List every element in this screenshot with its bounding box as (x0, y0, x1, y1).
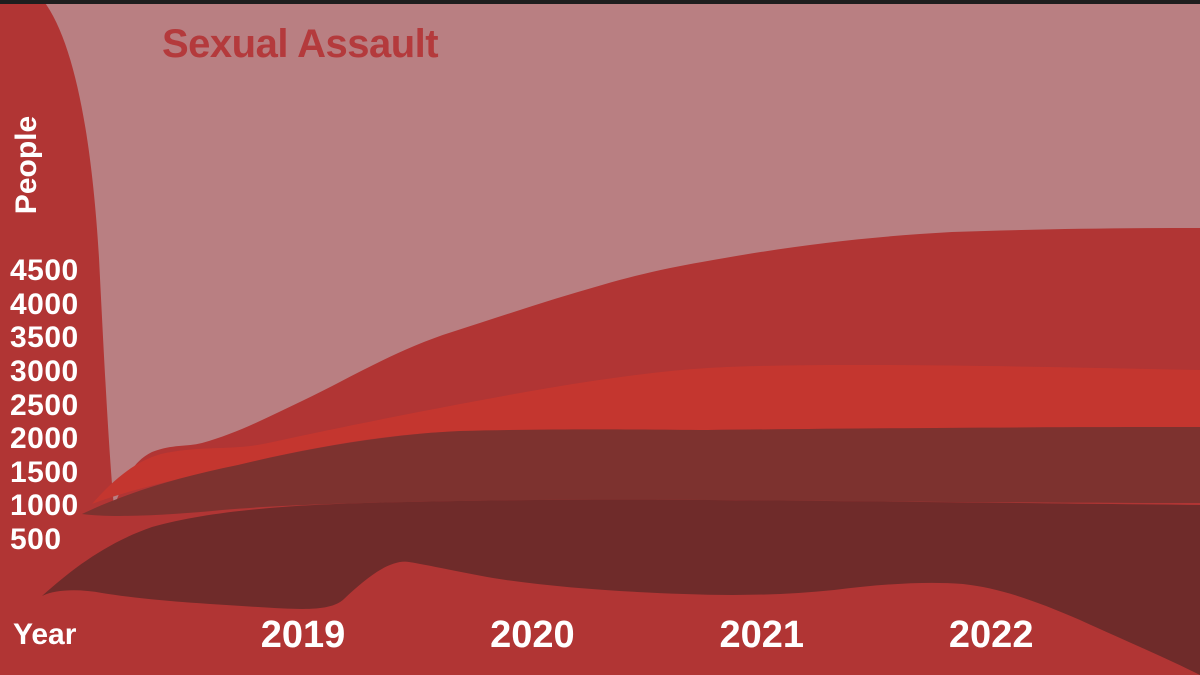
x-tick-label: 2022 (948, 614, 1034, 656)
chart-title: Sexual Assault (162, 22, 439, 66)
stream-layer-bright-red (92, 364, 1200, 504)
x-tick-label: 2020 (490, 614, 575, 656)
y-tick-label: 4500 (10, 254, 79, 288)
stream-layer-maroon (82, 427, 1200, 516)
x-tick-label: 2021 (719, 614, 805, 656)
y-tick-label: 4000 (10, 287, 79, 321)
y-tick-label: 500 (10, 522, 62, 556)
y-tick-label: 3500 (10, 321, 79, 355)
x-tick-label: 2019 (260, 614, 346, 656)
x-axis-label: Year (13, 618, 77, 651)
y-tick-label: 2500 (10, 388, 79, 422)
y-axis-label: People (10, 115, 43, 215)
stream-layer-mauve (43, 0, 1200, 507)
y-tick-label: 2000 (10, 422, 79, 456)
y-tick-label: 1000 (10, 489, 79, 523)
stream-layer-dark-maroon (42, 499, 1200, 675)
y-tick-label: 1500 (10, 455, 79, 489)
y-tick-label: 3000 (10, 354, 79, 388)
letterbox-bar (0, 0, 1200, 4)
